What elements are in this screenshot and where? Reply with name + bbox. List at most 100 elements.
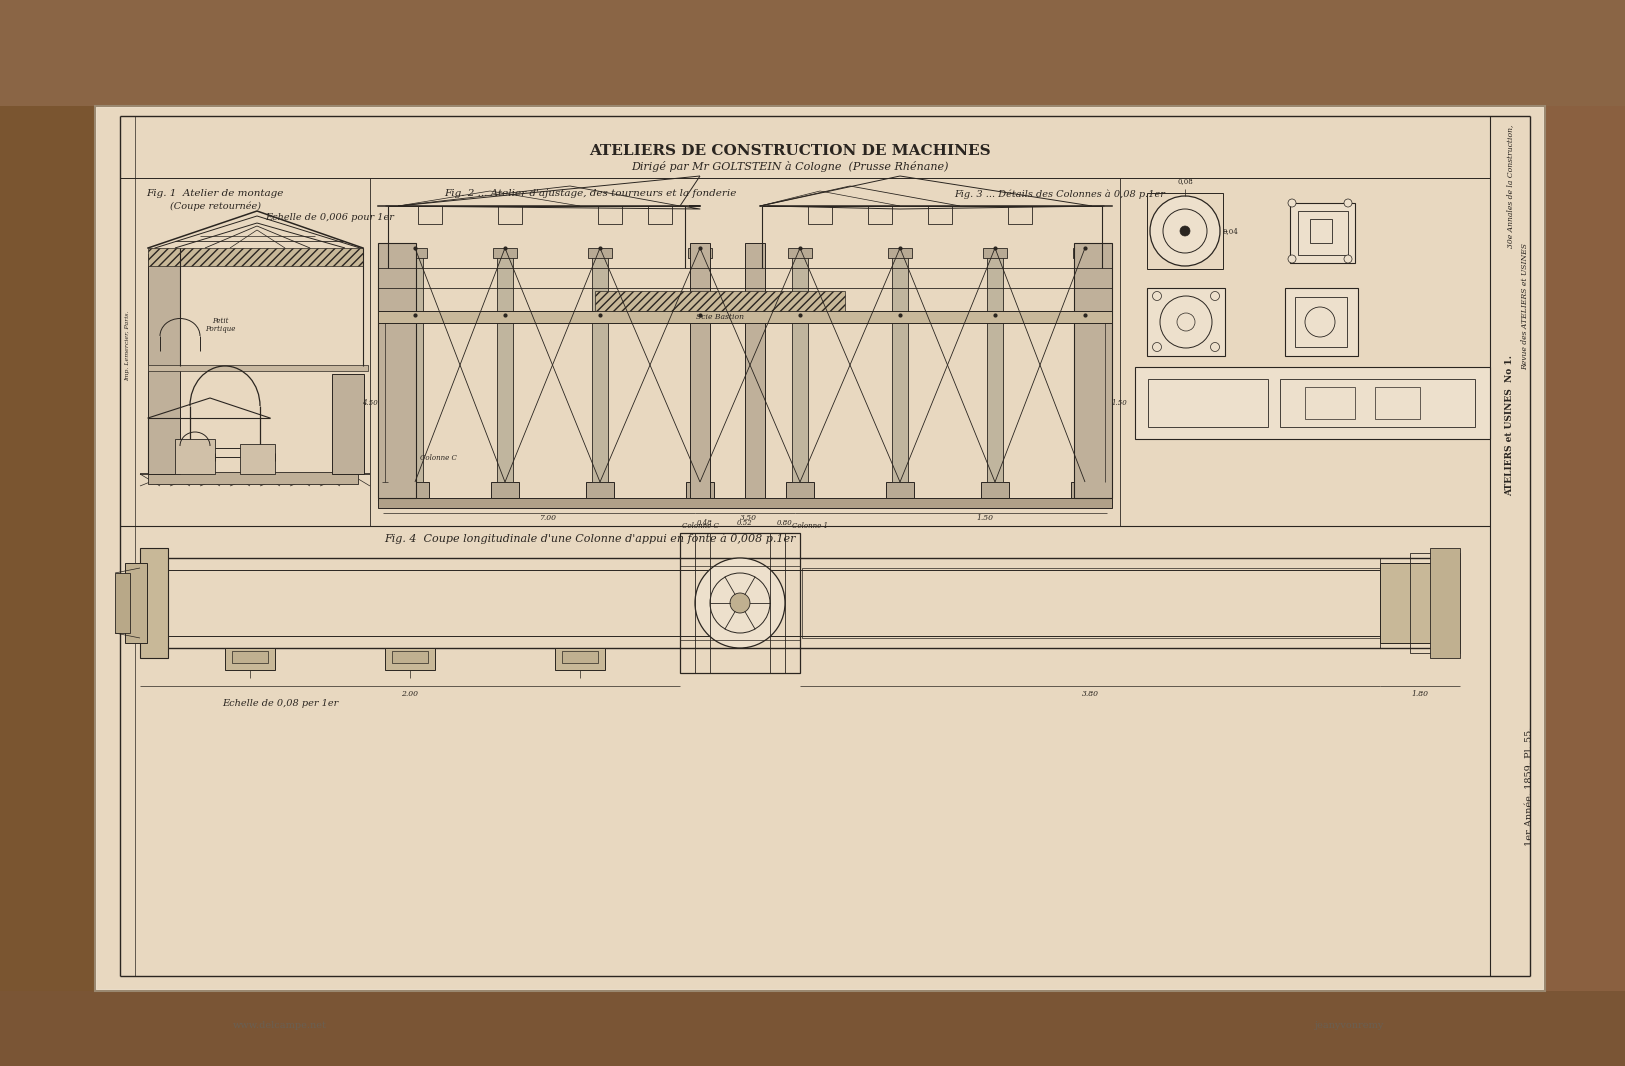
Bar — [1072, 248, 1097, 258]
Bar — [98, 108, 1544, 989]
Bar — [587, 482, 614, 498]
Text: Revue des ATELIERS et USINES: Revue des ATELIERS et USINES — [1521, 242, 1529, 370]
Bar — [0, 0, 94, 1066]
Circle shape — [696, 558, 785, 648]
Bar — [692, 252, 708, 482]
Text: 3.50: 3.50 — [739, 514, 757, 522]
Text: jeanyvonremy: jeanyvonremy — [1315, 1021, 1384, 1031]
Text: 30e Annales de la Construction,: 30e Annales de la Construction, — [1506, 125, 1514, 247]
Bar — [379, 498, 1112, 508]
Bar — [392, 651, 427, 663]
Text: Petit: Petit — [211, 317, 228, 325]
Bar — [497, 206, 522, 224]
Circle shape — [730, 593, 751, 613]
Bar — [491, 482, 518, 498]
Text: Colonne C: Colonne C — [681, 522, 718, 530]
Bar — [379, 243, 416, 498]
Text: ATELIERS DE CONSTRUCTION DE MACHINES: ATELIERS DE CONSTRUCTION DE MACHINES — [590, 144, 991, 158]
Bar — [125, 563, 146, 643]
Bar — [115, 574, 130, 633]
Bar — [1295, 297, 1347, 348]
Bar — [240, 445, 275, 474]
Text: 7.00: 7.00 — [540, 514, 556, 522]
Bar — [167, 558, 1380, 648]
Text: 1.50: 1.50 — [977, 514, 993, 522]
Bar — [94, 106, 1545, 991]
Text: 1.50: 1.50 — [1112, 399, 1128, 407]
Text: 1er Année. 1859. Pl. 55.: 1er Année. 1859. Pl. 55. — [1526, 726, 1534, 845]
Bar — [176, 439, 214, 474]
Text: 0,08: 0,08 — [1176, 177, 1193, 185]
Circle shape — [1164, 209, 1207, 253]
Bar — [1280, 379, 1476, 427]
Bar — [592, 252, 608, 482]
Bar — [1074, 243, 1112, 498]
Circle shape — [1344, 199, 1352, 207]
Bar — [886, 482, 913, 498]
Text: 0.52: 0.52 — [738, 519, 752, 527]
Bar — [1310, 219, 1332, 243]
Bar — [1077, 252, 1094, 482]
Text: 0.48: 0.48 — [697, 519, 713, 527]
Text: 3.80: 3.80 — [1082, 690, 1098, 698]
Bar — [1071, 482, 1098, 498]
Bar — [418, 206, 442, 224]
Bar — [887, 248, 912, 258]
Bar — [1380, 563, 1459, 643]
Bar — [1008, 206, 1032, 224]
Bar — [148, 248, 362, 266]
Bar — [892, 252, 908, 482]
Text: www.delcampe.net: www.delcampe.net — [232, 1021, 327, 1031]
Bar — [744, 243, 765, 498]
Text: 4.50: 4.50 — [362, 399, 379, 407]
Bar — [983, 248, 1008, 258]
Bar — [148, 365, 367, 371]
Circle shape — [1176, 313, 1194, 332]
Bar — [497, 252, 514, 482]
Bar — [786, 482, 814, 498]
Circle shape — [1152, 342, 1162, 352]
Bar — [148, 472, 358, 484]
Bar — [406, 252, 422, 482]
Text: 0,04: 0,04 — [1222, 227, 1238, 235]
Bar — [588, 248, 613, 258]
Text: Imp. Lemercier, Paris.: Imp. Lemercier, Paris. — [125, 311, 130, 382]
Bar — [0, 991, 1625, 1066]
Bar — [1134, 367, 1490, 439]
Circle shape — [1305, 307, 1336, 337]
Bar — [492, 248, 517, 258]
Bar — [232, 651, 268, 663]
Bar — [1298, 211, 1349, 255]
Bar — [791, 252, 808, 482]
Circle shape — [1344, 255, 1352, 263]
Circle shape — [710, 574, 770, 633]
Circle shape — [1160, 296, 1212, 348]
Bar — [686, 482, 713, 498]
Bar — [1430, 548, 1459, 658]
Bar — [986, 252, 1003, 482]
Circle shape — [1152, 291, 1162, 301]
Bar — [1305, 387, 1355, 419]
Bar — [1545, 0, 1625, 1066]
Bar — [788, 248, 812, 258]
Bar — [598, 206, 622, 224]
Bar — [379, 311, 1112, 323]
Bar — [1290, 203, 1355, 263]
Bar — [1285, 288, 1358, 356]
Circle shape — [1289, 199, 1297, 207]
Text: Colonne C: Colonne C — [419, 454, 457, 462]
Bar — [808, 206, 832, 224]
Bar — [0, 0, 1625, 106]
Bar — [403, 248, 427, 258]
Circle shape — [1211, 342, 1219, 352]
Bar — [687, 248, 712, 258]
Text: Fig. 4  Coupe longitudinale d'une Colonne d'appui en fonte à 0,008 p.1er: Fig. 4 Coupe longitudinale d'une Colonne… — [384, 533, 796, 544]
Bar — [1375, 387, 1420, 419]
Text: Fig. 3 ... Détails des Colonnes à 0,08 p.1er: Fig. 3 ... Détails des Colonnes à 0,08 p… — [954, 190, 1165, 198]
Text: ATELIERS et USINES  No 1.: ATELIERS et USINES No 1. — [1505, 355, 1514, 497]
Circle shape — [1211, 291, 1219, 301]
Bar — [1147, 379, 1268, 427]
Text: Dirigé par Mr GOLTSTEIN à Cologne  (Prusse Rhénane): Dirigé par Mr GOLTSTEIN à Cologne (Pruss… — [630, 161, 949, 172]
Bar — [868, 206, 892, 224]
Bar — [928, 206, 952, 224]
